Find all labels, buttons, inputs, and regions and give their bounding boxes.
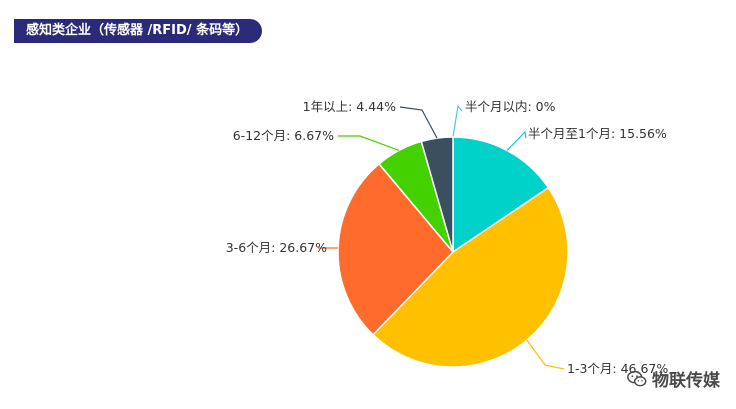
leader-line-2 <box>506 130 527 151</box>
slice-label-3: 1-3个月: 46.67% <box>567 361 668 376</box>
slice-6[interactable] <box>420 136 454 253</box>
leader-line-3 <box>526 339 565 370</box>
watermark-text: 物联传媒 <box>652 371 720 391</box>
leader-line-5 <box>338 135 400 152</box>
slice-label-4: 3-6个月: 26.67% <box>226 240 327 255</box>
slice-4[interactable] <box>337 162 455 336</box>
slice-2[interactable] <box>452 136 550 254</box>
wechat-icon <box>627 370 647 386</box>
leader-line-1 <box>452 104 463 138</box>
slice-label-6: 1年以上: 4.44% <box>303 99 396 114</box>
watermark: 物联传媒 <box>626 366 720 391</box>
chart-title: 感知类企业（传感器 /RFID/ 条码等） <box>14 19 263 43</box>
slice-label-1: 半个月以内: 0% <box>465 99 556 114</box>
leader-line-6 <box>399 106 438 139</box>
slice-label-5: 6-12个月: 6.67% <box>233 128 334 143</box>
slice-label-2: 半个月至1个月: 15.56% <box>528 126 667 141</box>
